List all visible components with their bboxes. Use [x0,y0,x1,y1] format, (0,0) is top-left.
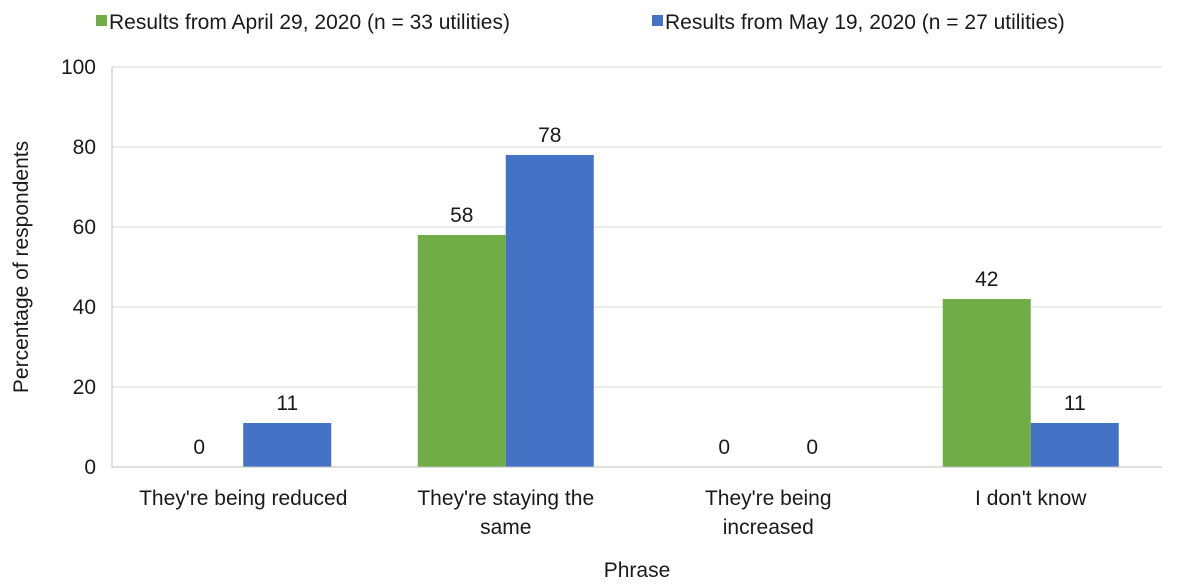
y-tick-label: 40 [73,296,96,319]
x-tick-label: They're staying the [417,487,594,510]
bar [417,235,506,467]
bar [1030,423,1119,467]
legend-label: Results from May 19, 2020 (n = 27 utilit… [665,11,1065,34]
bar [505,155,594,467]
data-label: 11 [276,392,298,415]
x-tick-label: same [480,516,531,539]
bar [942,299,1031,467]
data-labels: 0 11 58 78 0 0 42 11 [193,124,1085,459]
data-label: 0 [718,436,730,459]
x-tick-label: They're being [705,487,832,510]
axes: 0 20 40 60 80 100 They're being reduced They're… [61,56,1162,539]
x-tick-label: increased [723,516,814,539]
x-axis-title: Phrase [604,559,671,582]
x-tick-label: I don't know [975,487,1087,510]
legend-swatch [652,15,663,26]
data-label: 78 [538,124,561,147]
y-tick-label: 0 [84,456,96,479]
bars [243,155,1119,467]
x-tick-label: They're being reduced [139,487,347,510]
y-axis-title: Percentage of respondents [10,141,33,393]
data-label: 0 [193,436,205,459]
legend: Results from April 29, 2020 (n = 33 util… [96,11,1065,34]
bar [243,423,332,467]
data-label: 0 [806,436,818,459]
y-tick-label: 60 [73,216,96,239]
y-tick-label: 20 [73,376,96,399]
data-label: 58 [450,204,473,227]
data-label: 42 [975,268,998,291]
y-tick-label: 80 [73,136,96,159]
legend-swatch [96,15,107,26]
y-tick-label: 100 [61,56,96,79]
legend-label: Results from April 29, 2020 (n = 33 util… [109,11,510,34]
data-label: 11 [1064,392,1086,415]
